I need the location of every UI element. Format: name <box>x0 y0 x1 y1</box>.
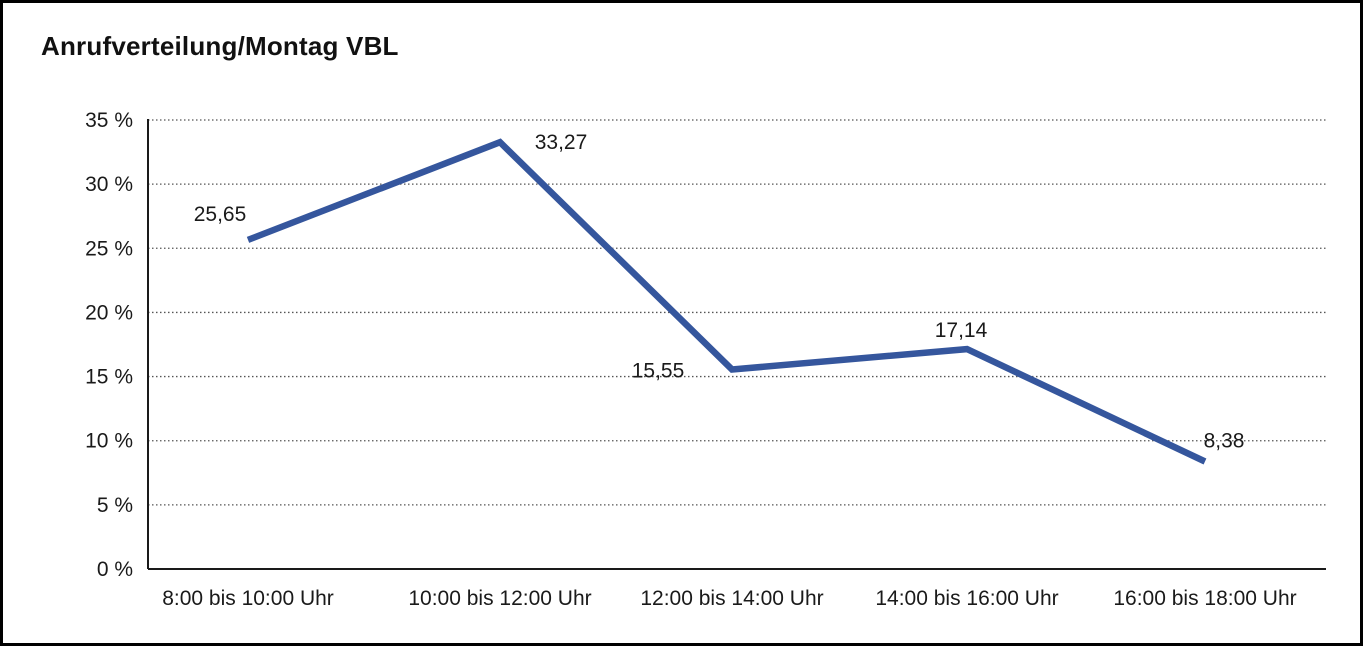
x-tick-label: 14:00 bis 16:00 Uhr <box>875 587 1058 610</box>
data-series-line <box>246 138 1207 465</box>
data-point-label: 8,38 <box>1204 429 1245 452</box>
y-tick-label: 35 % <box>85 109 133 132</box>
line-chart: 0 % 5 % 10 % 15 % 20 % 25 % 30 % 35 % 8:00 bis … <box>85 109 1326 610</box>
x-axis-tick-labels: 8:00 bis 10:00 Uhr 10:00 bis 12:00 Uhr 12:… <box>162 587 1296 610</box>
data-point-label: 15,55 <box>632 360 685 383</box>
data-point-label: 33,27 <box>535 131 588 154</box>
y-axis-tick-labels: 0 % 5 % 10 % 15 % 20 % 25 % 30 % 35 % <box>85 109 133 581</box>
y-tick-label: 15 % <box>85 366 133 389</box>
y-tick-label: 25 % <box>85 237 133 260</box>
x-tick-label: 8:00 bis 10:00 Uhr <box>162 587 334 610</box>
x-tick-label: 16:00 bis 18:00 Uhr <box>1113 587 1296 610</box>
y-tick-label: 30 % <box>85 173 133 196</box>
data-point-label: 17,14 <box>935 319 988 342</box>
x-tick-label: 10:00 bis 12:00 Uhr <box>408 587 591 610</box>
y-tick-label: 0 % <box>97 558 133 581</box>
data-point-labels: 25,65 33,27 15,55 17,14 8,38 <box>194 131 1245 452</box>
axes-group <box>147 119 1326 570</box>
y-tick-label: 5 % <box>97 494 133 517</box>
y-tick-label: 10 % <box>85 430 133 453</box>
data-series-group <box>246 138 1207 465</box>
x-tick-label: 12:00 bis 14:00 Uhr <box>640 587 823 610</box>
gridlines-group <box>148 119 1326 506</box>
data-point-label: 25,65 <box>194 203 247 226</box>
chart-title: Anrufverteilung/Montag VBL <box>41 31 399 61</box>
y-tick-label: 20 % <box>85 301 133 324</box>
